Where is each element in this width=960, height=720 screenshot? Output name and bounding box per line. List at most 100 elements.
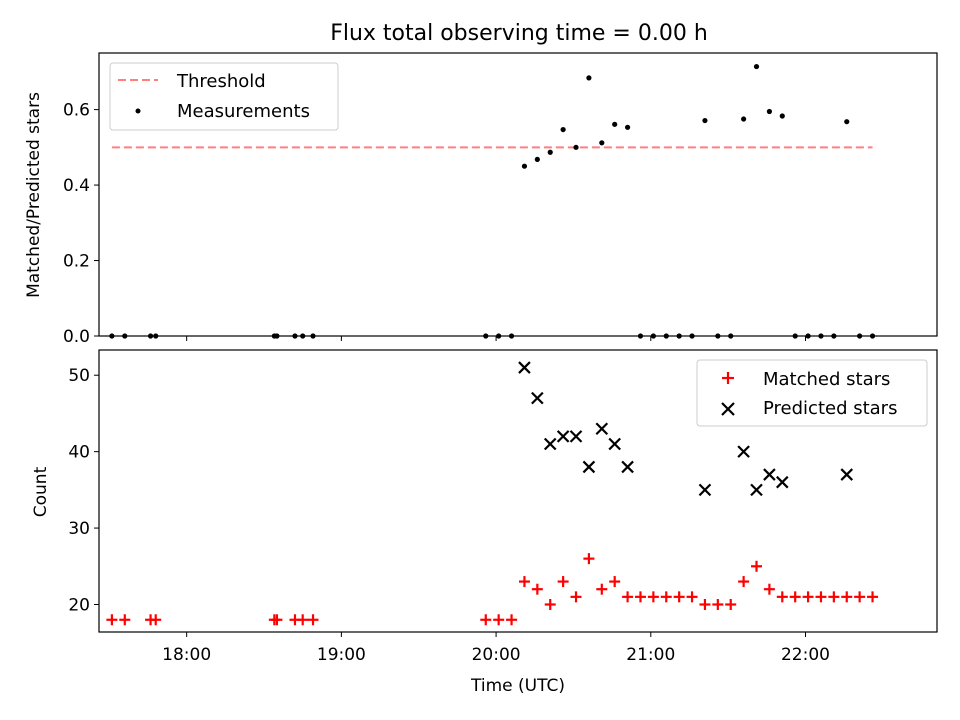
matched-star-point xyxy=(506,614,518,626)
predicted-legend-swatch xyxy=(721,402,735,416)
measurement-point xyxy=(534,156,540,163)
measurement-point xyxy=(676,333,682,339)
matched-star-point xyxy=(634,591,646,603)
ratio-legend: Threshold Measurements xyxy=(109,62,339,131)
predicted-star-point xyxy=(621,460,634,474)
matched-star-point xyxy=(725,598,737,610)
matched-star-point xyxy=(841,591,853,603)
measurement-point xyxy=(637,333,644,339)
measurement-point xyxy=(122,333,128,339)
predicted-star-point xyxy=(531,391,544,405)
count-x-tick-label: 21:00 xyxy=(626,645,675,665)
matched-star-point xyxy=(493,614,505,626)
measurement-point xyxy=(612,121,618,127)
predicted-star-point xyxy=(840,468,854,481)
ratio-y-axis: 0.0 0.2 0.4 0.6 xyxy=(63,101,99,347)
measurement-point xyxy=(274,333,280,339)
predicted-star-point xyxy=(750,483,763,497)
measurement-point xyxy=(728,333,734,339)
count-x-tick-label: 20:00 xyxy=(472,645,521,665)
count-y-tick-label: 20 xyxy=(68,595,90,615)
matched-star-point xyxy=(712,598,724,610)
threshold-legend-label: Threshold xyxy=(176,71,266,92)
predicted-star-point xyxy=(543,437,557,451)
predicted-star-point xyxy=(608,437,621,451)
measurement-point xyxy=(831,333,837,339)
count-x-tick-label: 19:00 xyxy=(317,645,366,665)
matched-star-point xyxy=(686,591,698,603)
measurement-point xyxy=(599,140,605,146)
measurements-legend-label: Measurements xyxy=(177,101,310,122)
measurement-point xyxy=(869,333,876,339)
predicted-star-point xyxy=(698,483,712,497)
matched-star-point xyxy=(307,614,319,626)
matched-star-point xyxy=(119,614,131,626)
measurement-point xyxy=(702,117,708,124)
predicted-star-point xyxy=(582,460,596,474)
measurement-point xyxy=(741,116,747,122)
matched-star-point xyxy=(828,591,840,603)
measurement-point xyxy=(818,333,824,339)
matched-star-point xyxy=(570,591,582,603)
measurement-point xyxy=(496,333,502,339)
count-x-tick-label: 18:00 xyxy=(162,645,211,665)
matched-star-point xyxy=(271,614,283,626)
matched-star-point xyxy=(763,583,775,595)
measurement-point xyxy=(508,333,515,339)
ratio-y-label: Matched/Predicted stars xyxy=(24,92,44,298)
matched-star-point xyxy=(673,591,685,603)
matched-star-point xyxy=(480,614,492,626)
predicted-star-point xyxy=(595,422,609,435)
predicted-star-point xyxy=(569,430,583,443)
ratio-y-tick-label: 0.6 xyxy=(63,101,90,121)
matched-legend-swatch xyxy=(722,372,734,384)
count-x-axis: 18:00 19:00 20:00 21:00 22:00 xyxy=(162,632,830,665)
matched-star-point xyxy=(789,591,801,603)
measurement-point xyxy=(715,333,721,339)
count-legend-box xyxy=(696,359,928,427)
ratio-x-axis xyxy=(186,336,806,341)
matched-star-point xyxy=(106,614,118,626)
predicted-star-point xyxy=(556,430,570,443)
matched-star-point xyxy=(297,614,309,626)
measurement-point xyxy=(753,63,760,70)
matched-star-point xyxy=(647,591,659,603)
matched-star-point xyxy=(660,591,672,603)
matched-star-point xyxy=(544,598,556,610)
matched-star-point xyxy=(815,591,827,603)
measurement-point xyxy=(792,333,798,339)
predicted-star-point xyxy=(776,475,789,489)
matched-star-point xyxy=(596,583,608,595)
count-panel: 20 30 40 50 18:00 19:00 20:00 21:00 22:00 Count… xyxy=(31,349,938,696)
measurement-point xyxy=(300,333,306,339)
count-x-tick-label: 22:00 xyxy=(781,645,830,665)
matched-star-point xyxy=(531,583,543,595)
count-legend: Matched stars Predicted stars xyxy=(696,359,928,427)
measurement-point xyxy=(521,163,528,169)
time-x-label: Time (UTC) xyxy=(470,676,565,696)
predicted-star-point xyxy=(518,361,531,374)
measurement-point xyxy=(586,75,592,81)
predicted-star-points xyxy=(518,361,854,497)
measurement-points xyxy=(109,63,876,339)
measurement-point xyxy=(292,333,298,339)
matched-star-point xyxy=(622,591,634,603)
matched-star-point xyxy=(583,553,595,565)
matched-star-point xyxy=(609,576,621,588)
matched-star-point xyxy=(699,598,711,610)
ratio-y-tick-label: 0.0 xyxy=(63,327,90,347)
ratio-y-tick-label: 0.2 xyxy=(63,252,90,272)
matched-star-point xyxy=(854,591,866,603)
ratio-panel: 0.0 0.2 0.4 0.6 Matched/Predicted stars Thr… xyxy=(24,52,938,347)
ratio-panel-frame xyxy=(98,52,938,337)
measurement-point xyxy=(109,333,115,339)
measurement-point xyxy=(573,144,579,150)
measurements-legend-swatch xyxy=(135,108,141,114)
measurement-point xyxy=(766,108,773,115)
measurement-point xyxy=(689,333,695,339)
matched-star-point xyxy=(150,614,162,626)
count-y-tick-label: 40 xyxy=(68,443,90,463)
count-y-axis: 20 30 40 50 xyxy=(68,366,99,615)
predicted-star-point xyxy=(763,468,776,481)
